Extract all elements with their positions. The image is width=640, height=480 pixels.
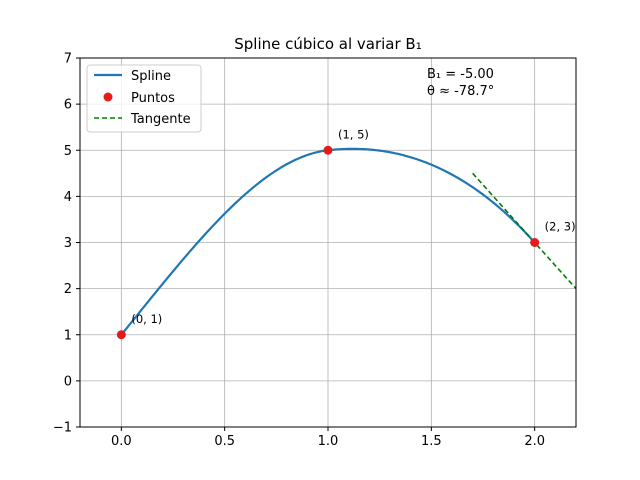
info-box: B₁ = -5.00 θ ≈ -78.7° — [427, 67, 494, 99]
info-b1: B₁ = -5.00 — [427, 67, 494, 82]
chart-title: Spline cúbico al variar B₁ — [234, 35, 421, 53]
x-tick-label: 1.5 — [421, 434, 442, 449]
y-tick-label: 3 — [64, 236, 72, 251]
data-point — [323, 145, 333, 155]
y-tick-label: 5 — [64, 144, 72, 159]
legend-tangent-label: Tangente — [130, 112, 191, 127]
legend: Spline Puntos Tangente — [86, 64, 202, 133]
legend-spline-label: Spline — [131, 69, 171, 84]
legend-box — [86, 64, 202, 133]
ticks: 0.0 0.5 1.0 1.5 2.0 −1 0 1 2 3 4 5 6 7 — [53, 52, 545, 450]
x-tick-label: 0.5 — [214, 434, 235, 449]
y-tick-label: 2 — [64, 282, 72, 297]
legend-points-swatch — [103, 92, 113, 102]
legend-points-label: Puntos — [131, 91, 175, 106]
y-tick-label: 1 — [64, 328, 72, 343]
x-tick-label: 1.0 — [318, 434, 339, 449]
annotations: (0, 1) (1, 5) (2, 3) — [131, 127, 575, 326]
y-tick-label: 4 — [64, 190, 72, 205]
point-annotation: (1, 5) — [338, 127, 369, 141]
data-point — [530, 238, 540, 247]
x-tick-label: 0.0 — [111, 434, 132, 449]
y-tick-label: 0 — [64, 374, 72, 389]
y-tick-label: 6 — [64, 98, 72, 113]
point-annotation: (0, 1) — [131, 312, 162, 326]
plot-area — [116, 145, 576, 340]
tangent-line — [472, 172, 576, 290]
x-tick-label: 2.0 — [524, 434, 545, 449]
y-tick-label: −1 — [53, 421, 72, 436]
y-tick-label: 7 — [64, 52, 72, 67]
data-point — [116, 330, 126, 340]
info-theta: θ ≈ -78.7° — [427, 84, 494, 99]
point-annotation: (2, 3) — [545, 220, 576, 234]
